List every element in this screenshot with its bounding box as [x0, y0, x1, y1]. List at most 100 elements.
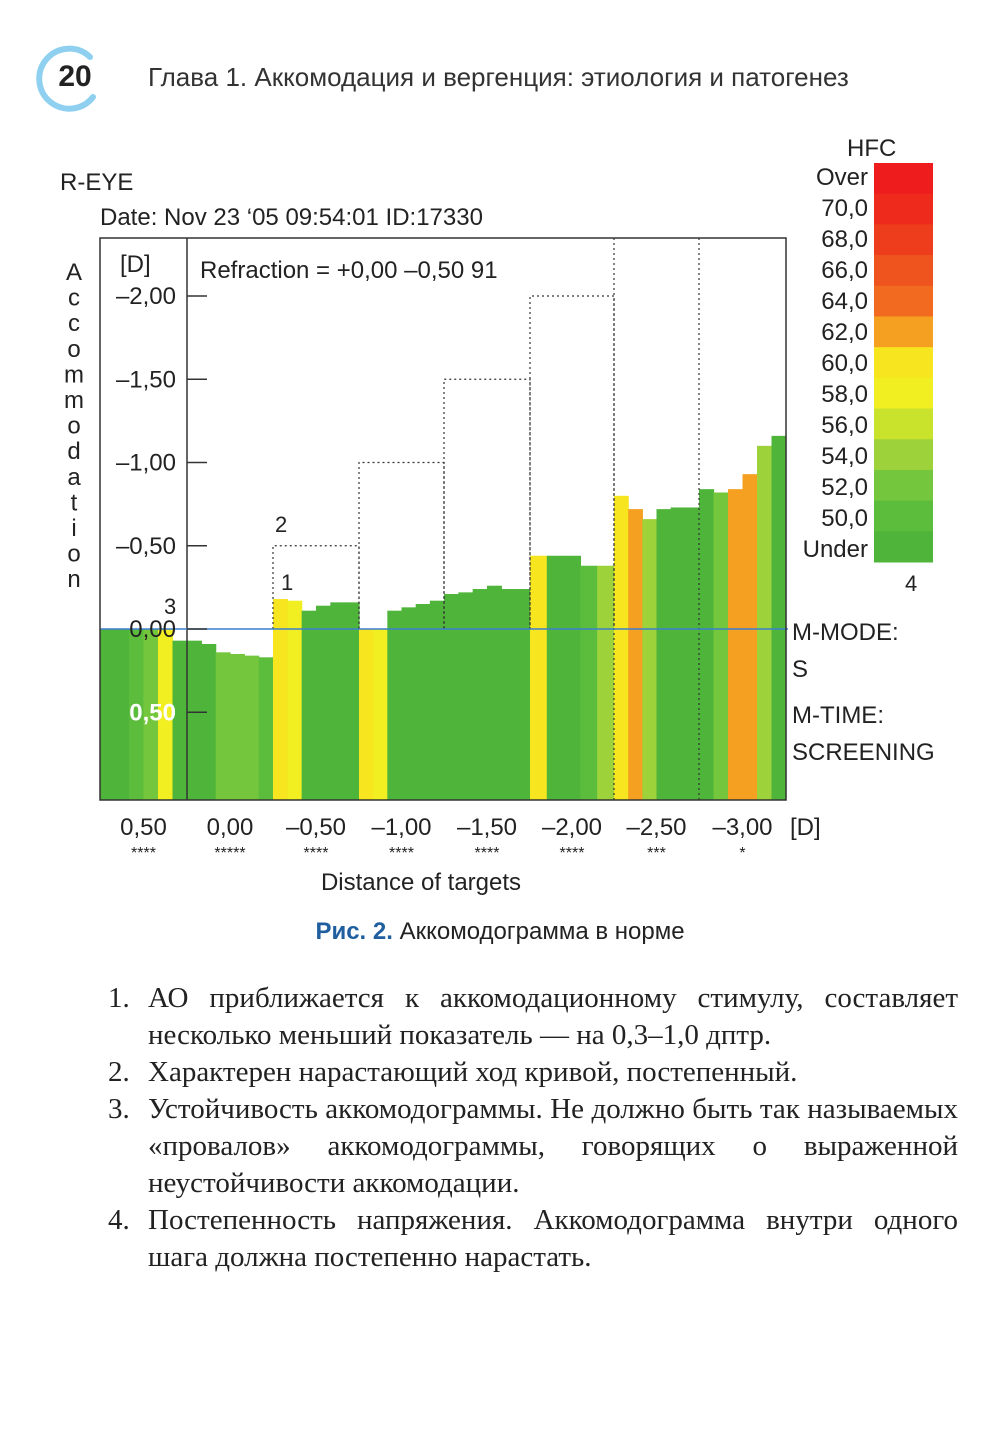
caption-text: Аккомодограмма в норме	[399, 918, 685, 945]
list-item-text: Характерен нарастающий ход кривой, посте…	[148, 1056, 798, 1088]
hfc-title: HFC	[847, 135, 896, 162]
y-axis-title-letter: a	[67, 464, 81, 491]
y-tick-label: –0,50	[116, 533, 176, 560]
accommodation-bar	[728, 489, 744, 800]
annotation-2: 2	[275, 512, 287, 537]
x-tick-label: –2,00	[542, 814, 602, 841]
y-tick-label: –1,00	[116, 450, 176, 477]
accommodation-bar	[344, 602, 360, 800]
legend-color-band	[874, 377, 933, 410]
y-axis-title-letter: t	[71, 489, 78, 516]
legend-label: 60,0	[821, 350, 868, 377]
accommodation-bar	[458, 592, 474, 800]
y-axis-title-letter: m	[64, 387, 84, 414]
accommodation-bar	[316, 605, 331, 800]
list-item-number: 3.	[108, 1093, 130, 1125]
accommodation-bar	[172, 640, 188, 800]
y-tick-label: –2,00	[116, 283, 176, 310]
accommodation-bar	[373, 629, 388, 800]
list-item: 3. Устойчивость аккомодограммы. Не должно…	[108, 1091, 958, 1202]
y-unit-label: [D]	[120, 251, 151, 278]
accommodation-bar	[771, 435, 787, 800]
list-item-number: 4.	[108, 1204, 130, 1236]
x-tick-stars: ***	[647, 845, 666, 862]
accommodation-bar	[628, 509, 643, 800]
accommodation-bar	[273, 599, 288, 800]
legend-color-band	[874, 500, 933, 532]
accommodation-bar	[642, 519, 658, 800]
m-time-value: SCREENING	[792, 739, 935, 766]
x-tick-label: –0,50	[286, 814, 346, 841]
eye-label: R-EYE	[60, 169, 133, 196]
accommodation-bar	[387, 610, 403, 800]
accommodation-bar	[614, 495, 629, 800]
y-axis-title-letter: c	[68, 285, 80, 312]
accommodation-bar	[656, 509, 672, 800]
accommodation-bar	[742, 474, 758, 800]
legend-color-band	[874, 255, 933, 287]
legend-color-band	[874, 408, 933, 440]
x-tick-label: 0,50	[120, 814, 167, 841]
annotation-1: 1	[281, 570, 293, 595]
accommodation-bar	[757, 445, 773, 800]
list-item-number: 1.	[108, 982, 130, 1014]
accommodation-bar	[187, 640, 202, 800]
annotation-3: 3	[164, 594, 176, 619]
x-unit-label: [D]	[790, 814, 821, 841]
y-axis-title-letter: o	[67, 336, 80, 363]
page-number: 20	[58, 60, 92, 93]
accommodation-bar	[301, 610, 317, 800]
accommodation-bar	[330, 602, 346, 800]
accommodation-bar	[515, 589, 531, 800]
x-tick-stars: *****	[214, 845, 245, 862]
accommodation-bar	[215, 652, 231, 800]
list-item: 2. Характерен нарастающий ход кривой, пос…	[108, 1054, 958, 1091]
legend-color-band	[874, 224, 933, 256]
y-axis-title-letter: m	[64, 361, 84, 388]
accommodation-bar	[158, 629, 174, 800]
y-axis-title-letter: o	[67, 413, 80, 440]
caption-label: Рис. 2.	[315, 918, 393, 945]
legend-label: Under	[803, 536, 868, 563]
legend-color-band	[874, 531, 933, 563]
accommodation-bar	[487, 585, 502, 800]
accommodation-bar	[244, 655, 260, 800]
legend-color-band	[874, 163, 933, 195]
running-head: Глава 1. Аккомодация и вергенция: этиоло…	[148, 62, 849, 92]
accommodogram-figure: R-EYE Date: Nov 23 ‘05 09:54:01 ID:17330…	[60, 135, 935, 896]
accommodation-bar	[287, 600, 303, 800]
legend-color-band	[874, 193, 933, 225]
accommodation-bar	[258, 657, 274, 800]
accommodation-bar	[580, 565, 598, 800]
legend-label: 52,0	[821, 474, 868, 501]
step-dividers	[186, 238, 700, 800]
refraction-label: Refraction = +0,00 –0,50 91	[200, 257, 498, 284]
hfc-legend: Over 70,0 68,0 66,0 64,0 62,0 60,0 58,0 56,0 54,0…	[803, 163, 933, 563]
m-mode-value: S	[792, 656, 808, 683]
x-tick-stars: ****	[304, 845, 329, 862]
y-tick-label: 0,00	[129, 616, 176, 643]
y-axis-title-letter: i	[71, 515, 76, 542]
accommodation-bar	[429, 600, 445, 800]
criteria-list: 1. АО приближается к аккомодационному сти…	[108, 980, 958, 1276]
accommodation-bar	[699, 489, 715, 800]
accommodation-bar	[472, 589, 488, 800]
m-time-label: M-TIME:	[792, 702, 884, 729]
y-axis-title-letter: o	[67, 541, 80, 568]
x-tick-label: –3,00	[712, 814, 772, 841]
accommodation-bar	[100, 629, 116, 800]
legend-label: 54,0	[821, 443, 868, 470]
x-tick-stars: ****	[560, 845, 585, 862]
accommodation-bar	[415, 604, 431, 800]
figure-caption: Рис. 2. Аккомодограмма в норме	[0, 918, 1000, 946]
x-tick-stars: *	[739, 845, 745, 862]
list-item: 4. Постепенность напряжения. Аккомодограм…	[108, 1202, 958, 1276]
y-axis-title-letter: n	[67, 566, 80, 593]
list-item-text: Устойчивость аккомодограммы. Не должно б…	[148, 1093, 958, 1199]
y-tick-label: 0,50	[129, 699, 176, 726]
stimulus-target-line	[443, 378, 531, 629]
plot-bars	[100, 435, 787, 800]
accommodation-bar	[401, 607, 417, 800]
stimulus-target-line	[529, 295, 615, 629]
accommodation-bar	[530, 555, 548, 800]
